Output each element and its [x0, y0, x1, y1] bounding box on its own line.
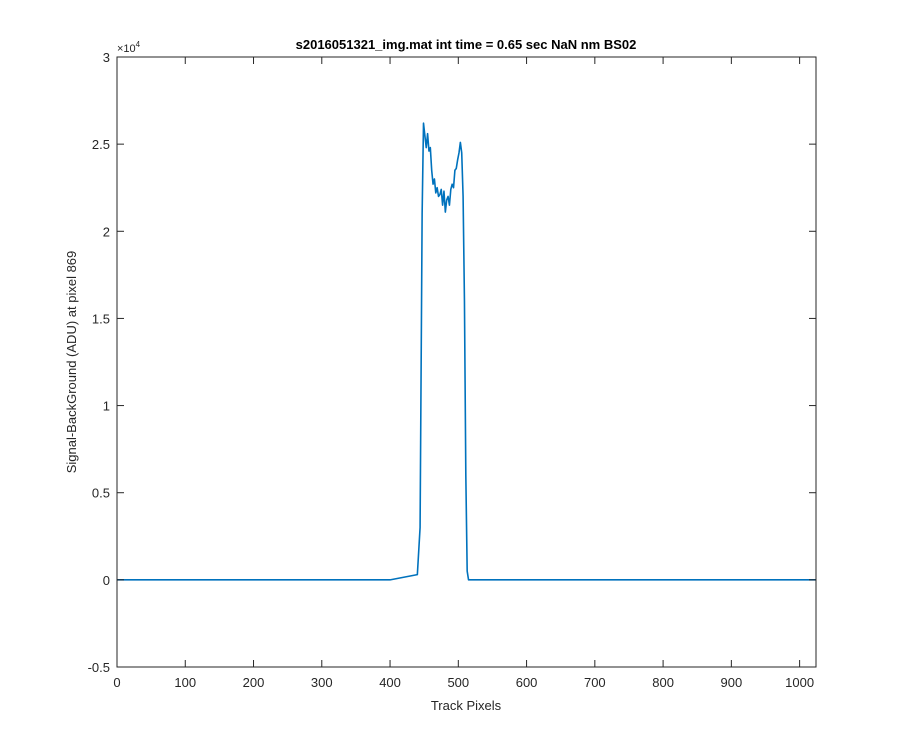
y-tick-label: 2.5 [92, 137, 110, 152]
chart-title: s2016051321_img.mat int time = 0.65 sec … [296, 37, 637, 52]
y-tick-label: -0.5 [88, 660, 110, 675]
y-tick-label: 0 [103, 573, 110, 588]
y-axis-exponent: ×104 [117, 40, 141, 55]
y-axis-label: Signal-BackGround (ADU) at pixel 869 [64, 251, 79, 474]
x-tick-label: 800 [652, 675, 674, 690]
x-tick-label: 1000 [785, 675, 814, 690]
x-tick-label: 100 [174, 675, 196, 690]
x-tick-label: 600 [516, 675, 538, 690]
axes-background [117, 57, 816, 667]
x-tick-label: 400 [379, 675, 401, 690]
x-tick-label: 0 [113, 675, 120, 690]
y-tick-label: 3 [103, 50, 110, 65]
y-exponent-base: ×10 [117, 43, 136, 55]
y-tick-label: 0.5 [92, 486, 110, 501]
x-tick-label: 900 [721, 675, 743, 690]
plot-area [117, 122, 816, 581]
y-axis-ticks: -0.5 0 0.5 1 1.5 2 2.5 3 [88, 50, 816, 675]
x-axis-ticks: 0 100 200 300 400 500 600 700 800 900 1000 [113, 57, 814, 690]
axes-box [116, 56, 817, 668]
x-tick-label: 700 [584, 675, 606, 690]
y-tick-label: 1.5 [92, 311, 110, 326]
x-tick-label: 200 [243, 675, 265, 690]
x-tick-label: 500 [447, 675, 469, 690]
x-tick-label: 300 [311, 675, 333, 690]
y-tick-label: 2 [103, 224, 110, 239]
y-tick-label: 1 [103, 399, 110, 414]
y-exponent-power: 4 [136, 40, 141, 49]
series-line-0 [117, 122, 816, 581]
x-axis-label: Track Pixels [431, 698, 502, 713]
